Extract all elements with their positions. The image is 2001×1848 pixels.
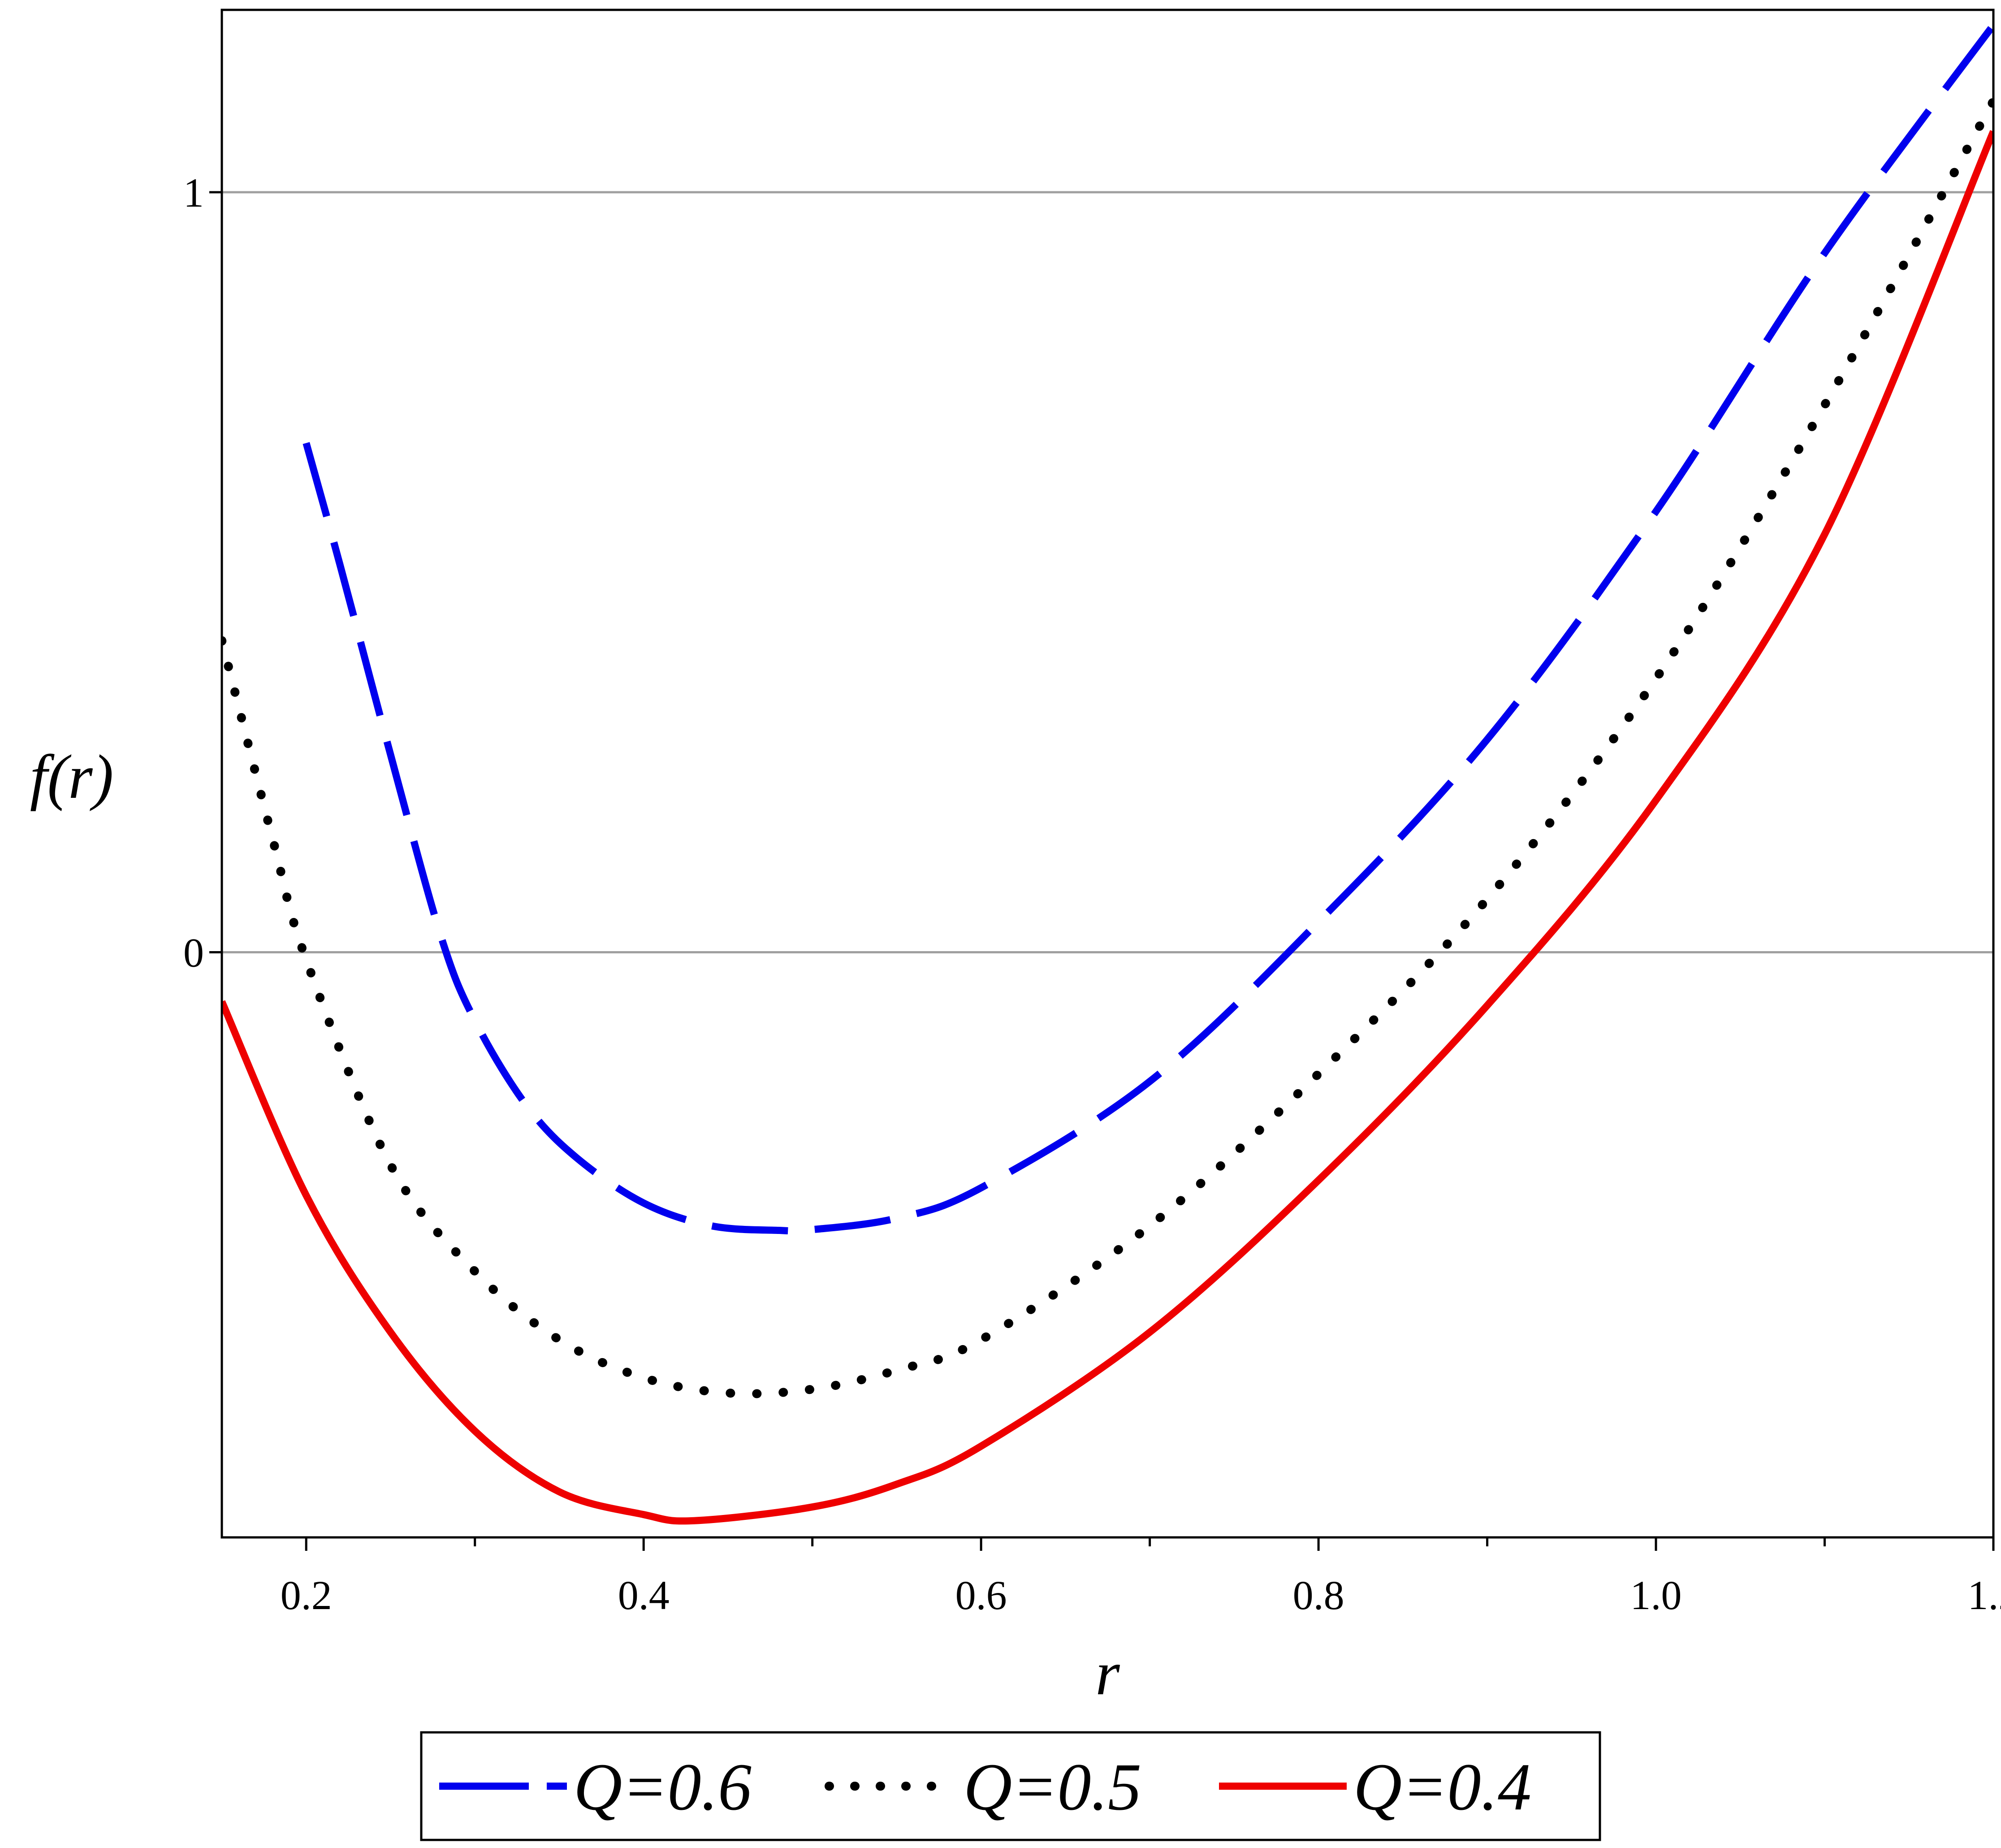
series-line-1: [303, 23, 1993, 1235]
series-line-3: [222, 130, 1993, 1525]
legend-label-2: Q=0.5: [964, 1750, 1141, 1824]
legend-label-3: Q=0.4: [1353, 1750, 1531, 1824]
gridlines: [222, 191, 1993, 953]
x-axis-title: r: [1095, 1639, 1120, 1708]
y-tick-label: 0: [183, 930, 204, 975]
axis-ticks: 0 1 0.2 0.4 0.6 0.8 1.0 1.2: [183, 170, 2001, 1618]
x-tick-label: 1.2: [1968, 1572, 2001, 1618]
y-axis-title: f(r): [30, 742, 114, 812]
legend-box: [420, 1731, 1601, 1841]
legend: Q=0.6 Q=0.5 Q=0.4: [420, 1731, 1601, 1841]
x-tick-label: 0.8: [1293, 1572, 1344, 1618]
x-tick-label: 0.4: [618, 1572, 670, 1618]
x-tick-label: 0.2: [281, 1572, 332, 1618]
x-tick-label: 0.6: [955, 1572, 1007, 1618]
y-tick-label: 1: [183, 170, 204, 216]
series-line-2: [222, 96, 1993, 1398]
series-lines: [222, 23, 1993, 1525]
x-tick-label: 1.0: [1630, 1572, 1682, 1618]
plot-frame: [220, 9, 1995, 1539]
legend-label-1: Q=0.6: [574, 1750, 752, 1824]
